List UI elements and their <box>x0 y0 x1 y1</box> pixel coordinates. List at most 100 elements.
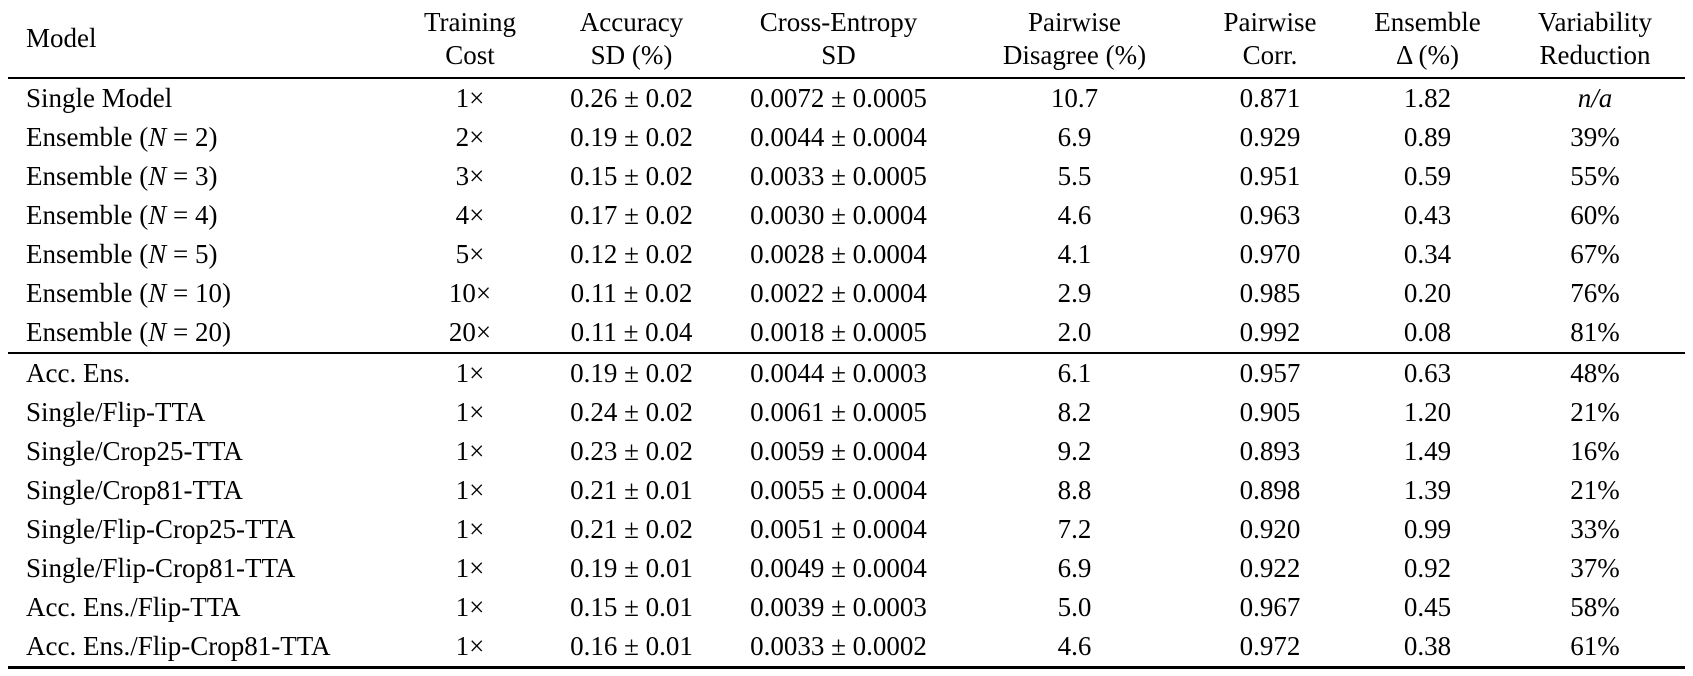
cell-training-cost: 1× <box>455 397 485 427</box>
table-row: Acc. Ens. 1× 0.19 ± 0.02 0.0044 ± 0.0003… <box>8 352 1685 393</box>
table-row: Ensemble (N = 4) 4× 0.17 ± 0.02 0.0030 ±… <box>8 196 1685 235</box>
results-table: Model Training Cost Accuracy SD (%) Cross-… <box>8 0 1685 669</box>
cell-ensemble-delta: 0.20 <box>1403 278 1452 308</box>
col-header-pairwise-disagree: Pairwise Disagree (%) <box>959 0 1190 79</box>
cell-pairwise-corr: 0.992 <box>1239 317 1301 347</box>
cell-ensemble-delta: 0.89 <box>1403 122 1452 152</box>
cell-pairwise-corr: 0.957 <box>1190 352 1350 393</box>
cell-model: Ensemble (N = 3) <box>26 161 218 191</box>
cell-ensemble-delta: 0.34 <box>1403 239 1452 269</box>
cell-accuracy-sd: 0.19 ± 0.02 <box>545 352 718 393</box>
cell-model: Single/Flip-TTA <box>26 397 206 427</box>
cell-training-cost: 20× <box>448 317 492 347</box>
cell-pairwise-corr: 0.920 <box>1239 514 1301 544</box>
cell-variability-reduction: 21% <box>1570 475 1620 505</box>
cell-accuracy-sd: 0.16 ± 0.01 <box>570 631 693 661</box>
cell-pairwise-disagree: 8.8 <box>1057 475 1092 505</box>
table-row: Ensemble (N = 3) 3× 0.15 ± 0.02 0.0033 ±… <box>8 157 1685 196</box>
col-header-accuracy-sd: Accuracy SD (%) <box>545 0 718 79</box>
header-row: Model Training Cost Accuracy SD (%) Cross-… <box>8 0 1685 79</box>
cell-pairwise-disagree: 6.9 <box>1057 122 1092 152</box>
table-row: Single/Crop25-TTA 1× 0.23 ± 0.02 0.0059 … <box>8 432 1685 471</box>
cell-training-cost: 1× <box>455 436 485 466</box>
cell-ensemble-delta: 0.38 <box>1403 631 1452 661</box>
cell-training-cost: 1× <box>455 631 485 661</box>
cell-pairwise-corr: 0.905 <box>1239 397 1301 427</box>
cell-pairwise-corr: 0.871 <box>1239 83 1301 113</box>
cell-cross-entropy-sd: 0.0044 ± 0.0004 <box>750 122 927 152</box>
col-header-model: Model <box>8 0 395 79</box>
cell-cross-entropy-sd: 0.0059 ± 0.0004 <box>750 436 927 466</box>
cell-pairwise-disagree: 7.2 <box>1057 514 1092 544</box>
cell-model: Single Model <box>26 83 173 113</box>
cell-cross-entropy-sd: 0.0022 ± 0.0004 <box>750 278 927 308</box>
cell-ensemble-delta: 0.92 <box>1403 553 1452 583</box>
cell-accuracy-sd: 0.21 ± 0.02 <box>570 514 693 544</box>
cell-model: Acc. Ens./Flip-TTA <box>26 592 241 622</box>
cell-pairwise-corr: 0.929 <box>1239 122 1301 152</box>
table-row: Ensemble (N = 5) 5× 0.12 ± 0.02 0.0028 ±… <box>8 235 1685 274</box>
cell-model: Single/Crop25-TTA <box>26 436 243 466</box>
cell-training-cost: 1× <box>455 83 485 113</box>
cell-model: Ensemble (N = 5) <box>26 239 218 269</box>
cell-accuracy-sd: 0.21 ± 0.01 <box>570 475 693 505</box>
cell-training-cost: 3× <box>455 161 485 191</box>
cell-ensemble-delta: 1.39 <box>1403 475 1452 505</box>
cell-ensemble-delta: 0.08 <box>1403 317 1452 347</box>
cell-training-cost: 4× <box>455 200 485 230</box>
cell-accuracy-sd: 0.11 ± 0.02 <box>570 278 693 308</box>
cell-cross-entropy-sd: 0.0039 ± 0.0003 <box>750 592 927 622</box>
cell-pairwise-corr: 0.951 <box>1239 161 1301 191</box>
cell-cross-entropy-sd: 0.0072 ± 0.0005 <box>750 83 927 113</box>
cell-variability-reduction: 61% <box>1570 631 1620 661</box>
col-header-pairwise-corr: Pairwise Corr. <box>1190 0 1350 79</box>
cell-variability-reduction: n/a <box>1577 83 1613 113</box>
cell-cross-entropy-sd: 0.0033 ± 0.0005 <box>750 161 927 191</box>
col-header-cross-entropy-sd: Cross-Entropy SD <box>718 0 959 79</box>
cell-ensemble-delta: 0.43 <box>1403 200 1452 230</box>
cell-model: Ensemble (N = 4) <box>26 200 218 230</box>
table-row: Ensemble (N = 20) 20× 0.11 ± 0.04 0.0018… <box>8 313 1685 353</box>
cell-accuracy-sd: 0.15 ± 0.02 <box>570 161 693 191</box>
cell-accuracy-sd: 0.15 ± 0.01 <box>570 592 693 622</box>
cell-cross-entropy-sd: 0.0061 ± 0.0005 <box>750 397 927 427</box>
col-header-training-cost: Training Cost <box>395 0 545 79</box>
cell-training-cost: 1× <box>455 475 485 505</box>
cell-accuracy-sd: 0.12 ± 0.02 <box>570 239 693 269</box>
cell-pairwise-disagree: 8.2 <box>1057 397 1092 427</box>
cell-cross-entropy-sd: 0.0030 ± 0.0004 <box>750 200 927 230</box>
cell-variability-reduction: 21% <box>1570 397 1620 427</box>
cell-accuracy-sd: 0.26 ± 0.02 <box>570 83 693 113</box>
cell-training-cost: 1× <box>455 514 485 544</box>
cell-variability-reduction: 48% <box>1505 352 1685 393</box>
cell-pairwise-corr: 0.898 <box>1239 475 1301 505</box>
cell-cross-entropy-sd: 0.0049 ± 0.0004 <box>750 553 927 583</box>
cell-pairwise-corr: 0.963 <box>1239 200 1301 230</box>
cell-accuracy-sd: 0.17 ± 0.02 <box>570 200 693 230</box>
cell-accuracy-sd: 0.24 ± 0.02 <box>570 397 693 427</box>
cell-cross-entropy-sd: 0.0028 ± 0.0004 <box>750 239 927 269</box>
cell-training-cost: 1× <box>395 352 545 393</box>
cell-pairwise-corr: 0.985 <box>1239 278 1301 308</box>
cell-variability-reduction: 16% <box>1570 436 1620 466</box>
cell-pairwise-disagree: 4.6 <box>1057 631 1092 661</box>
table-row: Single/Crop81-TTA 1× 0.21 ± 0.01 0.0055 … <box>8 471 1685 510</box>
cell-accuracy-sd: 0.19 ± 0.02 <box>570 122 693 152</box>
cell-pairwise-disagree: 5.5 <box>1057 161 1092 191</box>
table-row: Acc. Ens./Flip-Crop81-TTA 1× 0.16 ± 0.01… <box>8 627 1685 668</box>
cell-ensemble-delta: 0.99 <box>1403 514 1452 544</box>
table-row: Acc. Ens./Flip-TTA 1× 0.15 ± 0.01 0.0039… <box>8 588 1685 627</box>
cell-variability-reduction: 55% <box>1570 161 1620 191</box>
cell-pairwise-corr: 0.922 <box>1239 553 1301 583</box>
cell-training-cost: 1× <box>455 553 485 583</box>
cell-pairwise-corr: 0.972 <box>1239 631 1301 661</box>
cell-accuracy-sd: 0.23 ± 0.02 <box>570 436 693 466</box>
cell-model: Ensemble (N = 10) <box>26 278 231 308</box>
cell-pairwise-disagree: 4.6 <box>1057 200 1092 230</box>
cell-pairwise-disagree: 10.7 <box>1050 83 1099 113</box>
cell-ensemble-delta: 0.63 <box>1350 352 1505 393</box>
cell-training-cost: 1× <box>455 592 485 622</box>
cell-variability-reduction: 58% <box>1570 592 1620 622</box>
cell-training-cost: 2× <box>455 122 485 152</box>
table-row: Single/Flip-TTA 1× 0.24 ± 0.02 0.0061 ± … <box>8 393 1685 432</box>
